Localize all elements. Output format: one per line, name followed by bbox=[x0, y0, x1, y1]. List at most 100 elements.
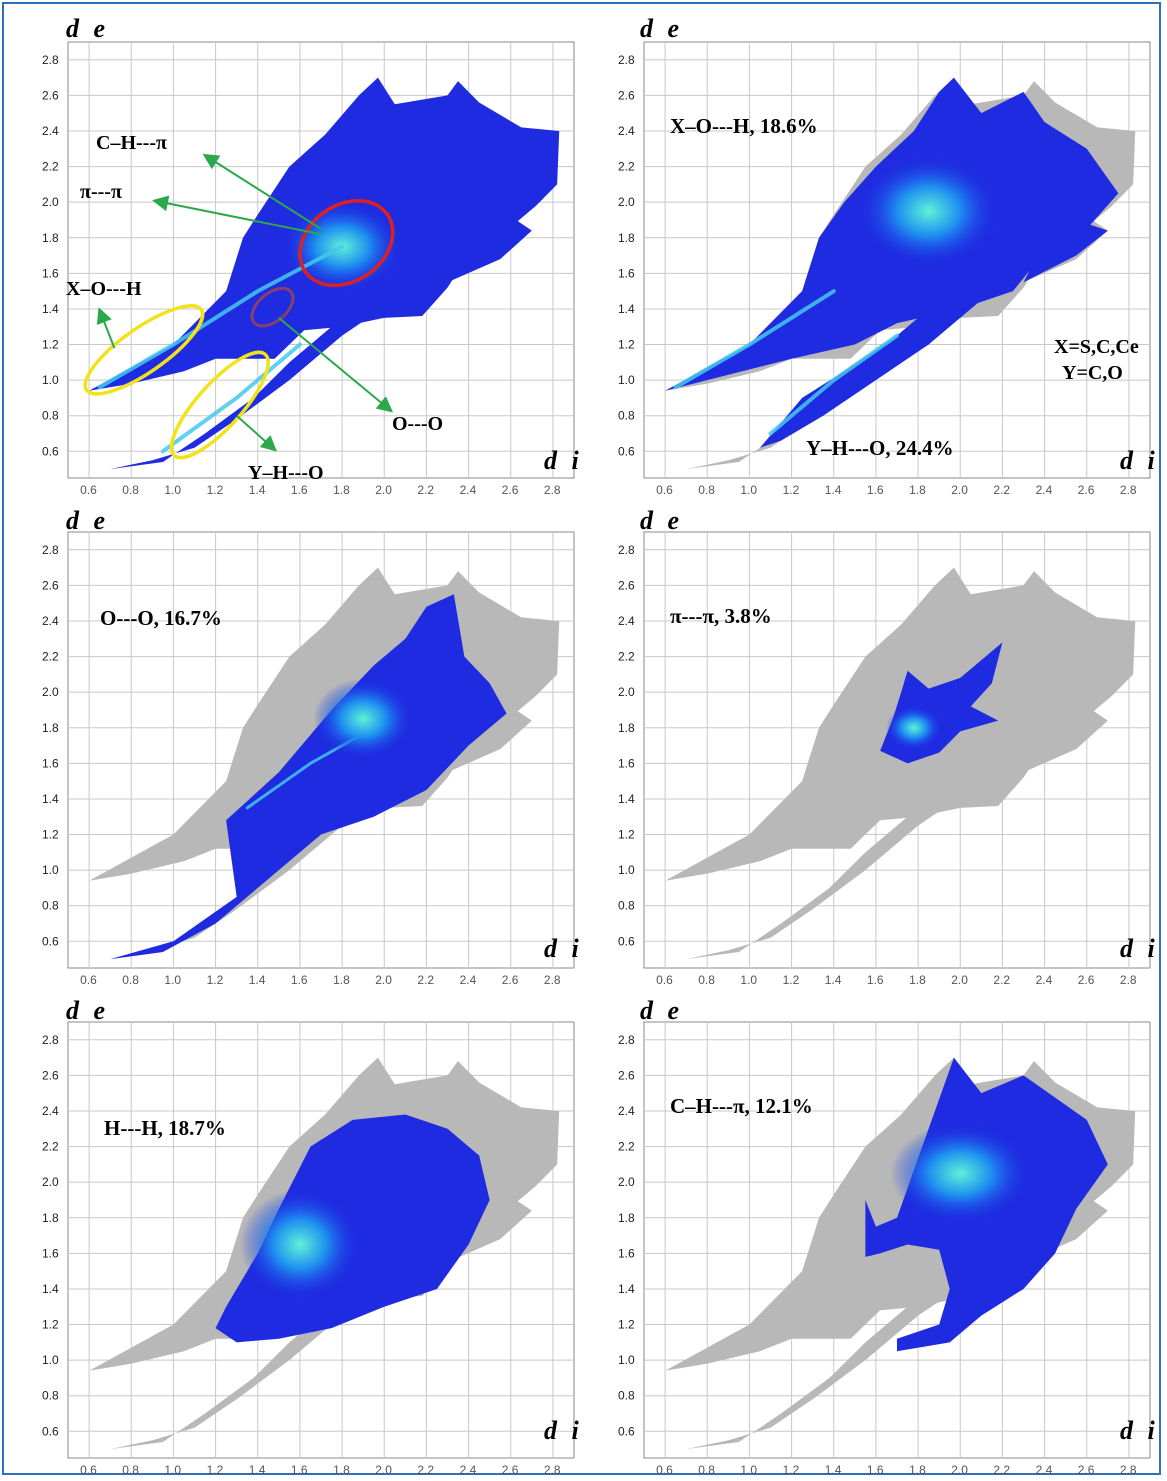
y-tick-label: 1.8 bbox=[42, 231, 59, 245]
x-tick-label: 2.6 bbox=[502, 1463, 519, 1476]
x-tick-label: 1.6 bbox=[867, 1463, 884, 1476]
x-tick-label: 1.4 bbox=[825, 973, 842, 986]
x-tick-label: 1.8 bbox=[333, 483, 350, 496]
y-tick-label: 0.8 bbox=[42, 409, 59, 423]
x-tick-label: 2.8 bbox=[1120, 483, 1137, 496]
x-tick-label: 2.6 bbox=[1078, 483, 1095, 496]
y-tick-label: 1.0 bbox=[618, 1353, 635, 1367]
x-tick-label: 1.0 bbox=[164, 973, 181, 986]
x-tick-label: 2.0 bbox=[375, 483, 392, 496]
blue-region bbox=[110, 282, 395, 470]
y-tick-label: 1.2 bbox=[618, 828, 635, 842]
x-tick-label: 0.6 bbox=[80, 1463, 97, 1476]
x-axis-label: d i bbox=[544, 1416, 583, 1445]
arrow-ch-pi bbox=[202, 153, 322, 230]
plot-frame bbox=[643, 531, 1151, 969]
y-tick-label: 2.6 bbox=[42, 88, 59, 102]
plot-h-h: 0.6 0.6 0.8 0.8 1.0 1.0 1.2 1.2 1.4 1.4 1.6 1.6 1.8 1… bbox=[42, 1021, 575, 1476]
hotspot-core bbox=[885, 705, 942, 750]
x-tick-label: 2.2 bbox=[993, 973, 1010, 986]
blue-region-o-o bbox=[110, 594, 507, 960]
x-tick-label: 2.0 bbox=[951, 483, 968, 496]
y-tick-label: 2.6 bbox=[42, 1068, 59, 1082]
x-tick-label: 2.6 bbox=[1078, 1463, 1095, 1476]
x-tick-label: 1.0 bbox=[740, 1463, 757, 1476]
x-axis-label: d i bbox=[1120, 934, 1159, 963]
y-tick-label: 1.8 bbox=[42, 1211, 59, 1225]
y-axis-label: d e bbox=[66, 996, 110, 1025]
y-tick-label: 2.8 bbox=[618, 1033, 635, 1047]
annotation-ch-pi: C–H---π bbox=[96, 132, 167, 154]
y-tick-label: 2.2 bbox=[618, 1140, 635, 1154]
panel-pi-pi: 0.6 0.6 0.8 0.8 1.0 1.0 1.2 1.2 1.4 1.4 1.6 1.6 1.8 1… bbox=[584, 496, 1164, 986]
gray-region bbox=[447, 1196, 532, 1263]
ellipse-y-h-o bbox=[169, 350, 270, 460]
plot-ch-pi: 0.6 0.6 0.8 0.8 1.0 1.0 1.2 1.2 1.4 1.4 1.6 1.6 1.8 1… bbox=[618, 1021, 1151, 1476]
y-tick-label: 1.2 bbox=[618, 338, 635, 352]
blue-region bbox=[447, 216, 532, 283]
y-tick-label: 2.4 bbox=[618, 1104, 635, 1118]
y-tick-label: 2.0 bbox=[42, 685, 59, 699]
x-tick-label: 1.6 bbox=[291, 973, 308, 986]
x-tick-label: 0.6 bbox=[80, 483, 97, 496]
x-tick-label: 1.0 bbox=[740, 483, 757, 496]
y-tick-label: 1.8 bbox=[618, 231, 635, 245]
panel-xoh-yho: 0.6 0.6 0.8 0.8 1.0 1.0 1.2 1.2 1.4 1.4 1.6 1.6 1.8 1… bbox=[584, 6, 1164, 496]
y-tick-label: 1.6 bbox=[42, 756, 59, 770]
fingerprint-label: C–H---π, 12.1% bbox=[670, 1094, 813, 1118]
x-tick-label: 2.4 bbox=[460, 973, 477, 986]
annotation-o-o: O---O bbox=[392, 413, 444, 435]
y-tick-label: 2.6 bbox=[618, 88, 635, 102]
panel-all-contacts: 0.6 0.6 0.8 0.8 1.0 1.0 1.2 1.2 1.4 1.4 1.6 1.6 1.8 1… bbox=[8, 6, 588, 496]
x-tick-label: 0.6 bbox=[80, 973, 97, 986]
y-tick-label: 1.6 bbox=[618, 266, 635, 280]
y-tick-label: 0.6 bbox=[42, 444, 59, 458]
y-tick-label: 1.4 bbox=[42, 1282, 59, 1296]
x-tick-label: 1.2 bbox=[783, 1463, 800, 1476]
x-tick-label: 2.0 bbox=[375, 973, 392, 986]
ellipse-o-o bbox=[250, 286, 295, 328]
x-tick-label: 2.2 bbox=[993, 1463, 1010, 1476]
x-tick-label: 2.8 bbox=[544, 973, 561, 986]
x-tick-label: 2.2 bbox=[993, 483, 1010, 496]
x-tick-label: 0.8 bbox=[698, 483, 715, 496]
plot-frame bbox=[643, 1021, 1151, 1459]
x-tick-label: 1.8 bbox=[333, 973, 350, 986]
y-tick-label: 2.8 bbox=[618, 53, 635, 67]
x-tick-label: 1.4 bbox=[249, 1463, 266, 1476]
hotspot-core bbox=[858, 156, 999, 267]
x-tick-label: 2.8 bbox=[1120, 1463, 1137, 1476]
y-tick-label: 0.8 bbox=[42, 899, 59, 913]
x-tick-label: 1.0 bbox=[164, 1463, 181, 1476]
x-axis-label: d i bbox=[544, 446, 583, 475]
secondary-fingerprint-label: Y–H---O, 24.4% bbox=[806, 436, 954, 460]
x-axis-label: d i bbox=[544, 934, 583, 963]
y-tick-label: 0.8 bbox=[618, 1389, 635, 1403]
ridge-xoh bbox=[673, 289, 836, 390]
y-tick-label: 0.6 bbox=[618, 1424, 635, 1438]
y-tick-label: 1.6 bbox=[618, 756, 635, 770]
x-tick-label: 1.8 bbox=[909, 1463, 926, 1476]
y-tick-label: 0.6 bbox=[42, 934, 59, 948]
y-tick-label: 1.0 bbox=[42, 863, 59, 877]
x-tick-label: 0.6 bbox=[656, 1463, 673, 1476]
fingerprint-label: X–O---H, 18.6% bbox=[670, 114, 818, 138]
x-tick-label: 1.0 bbox=[164, 483, 181, 496]
x-tick-label: 0.6 bbox=[656, 973, 673, 986]
x-tick-label: 2.6 bbox=[1078, 973, 1095, 986]
x-tick-label: 0.8 bbox=[698, 973, 715, 986]
ridge-yho bbox=[160, 342, 302, 454]
y-tick-label: 2.4 bbox=[42, 124, 59, 138]
plot-frame bbox=[67, 531, 575, 969]
y-tick-label: 1.2 bbox=[42, 1318, 59, 1332]
y-tick-label: 2.2 bbox=[42, 160, 59, 174]
y-axis-label: d e bbox=[640, 506, 684, 535]
ridge-xoh bbox=[97, 244, 345, 390]
x-tick-label: 2.2 bbox=[417, 483, 434, 496]
x-tick-label: 2.8 bbox=[544, 483, 561, 496]
legend-x-elements: X=S,C,Ce bbox=[1054, 336, 1139, 358]
y-tick-label: 2.8 bbox=[42, 53, 59, 67]
x-tick-label: 1.8 bbox=[909, 973, 926, 986]
x-tick-label: 1.4 bbox=[249, 483, 266, 496]
